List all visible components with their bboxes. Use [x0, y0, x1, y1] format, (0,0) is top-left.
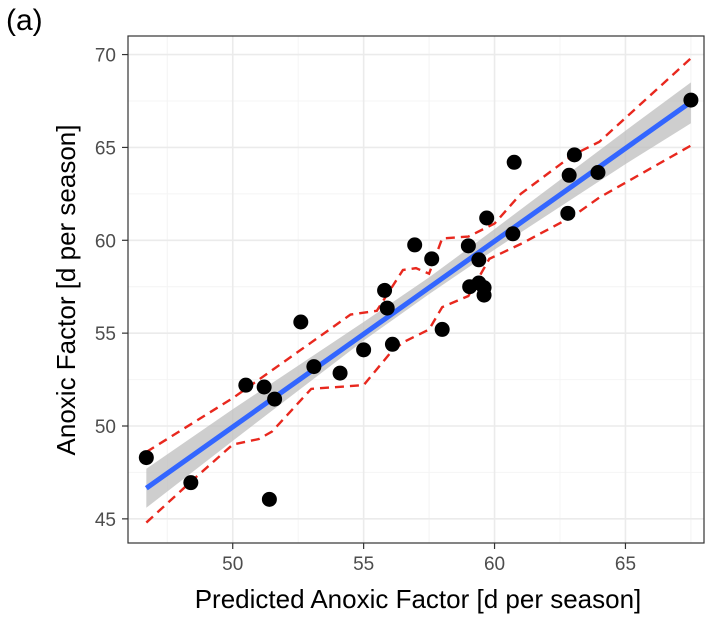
data-point	[332, 365, 348, 381]
x-tick-label: 50	[222, 554, 243, 575]
data-point	[256, 379, 272, 395]
data-point	[683, 92, 699, 108]
data-point	[505, 226, 521, 242]
data-point	[560, 205, 576, 221]
data-point	[471, 252, 487, 268]
y-tick-label: 65	[95, 138, 116, 159]
fit-line-group	[144, 99, 693, 491]
x-axis-label: Predicted Anoxic Factor [d per season]	[195, 584, 642, 614]
data-point	[424, 251, 440, 267]
data-point	[138, 450, 154, 466]
data-point	[434, 321, 450, 337]
y-tick-label: 70	[95, 46, 116, 67]
data-point	[566, 147, 582, 163]
data-point	[479, 210, 495, 226]
data-point	[377, 282, 393, 298]
x-tick-label: 60	[484, 554, 505, 575]
data-point	[379, 300, 395, 316]
x-tick-label: 65	[615, 554, 636, 575]
upper-interval-line	[145, 57, 692, 454]
data-point	[183, 475, 199, 491]
lower-interval-line	[145, 144, 692, 524]
y-tick-label: 60	[95, 231, 116, 252]
data-point	[407, 237, 423, 253]
data-point	[261, 491, 277, 507]
y-tick-labels: 45 50 55 60 65 70	[95, 46, 116, 531]
data-point	[590, 165, 606, 180]
plot-frame	[127, 35, 705, 544]
data-point	[506, 154, 522, 170]
y-axis-label: Anoxic Factor [d per season]	[51, 125, 81, 456]
data-point	[561, 167, 577, 183]
x-tick-labels: 50 55 60 65	[222, 554, 636, 575]
y-tick-label: 55	[95, 324, 116, 345]
data-point	[460, 238, 476, 254]
data-point	[293, 314, 309, 330]
data-point	[306, 359, 322, 375]
data-point	[267, 391, 283, 407]
regression-line	[144, 99, 693, 491]
y-tick-label: 45	[95, 510, 116, 531]
data-point	[238, 377, 254, 393]
data-point	[356, 342, 372, 358]
data-points-group	[138, 92, 699, 507]
y-tick-label: 50	[95, 417, 116, 438]
x-tick-label: 55	[353, 554, 374, 575]
data-point	[476, 287, 492, 303]
axes-group	[122, 35, 705, 549]
data-point	[384, 336, 400, 352]
panel-label: (a)	[6, 4, 43, 37]
interval-lines-group	[145, 57, 692, 524]
